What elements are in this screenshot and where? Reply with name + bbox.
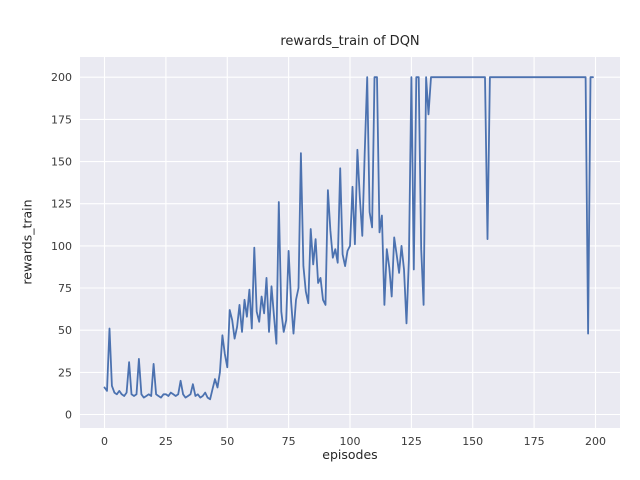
y-tick-label: 100: [51, 240, 72, 253]
x-tick-label: 175: [524, 435, 545, 448]
y-tick-label: 200: [51, 71, 72, 84]
x-tick-label: 150: [462, 435, 483, 448]
y-tick-label: 0: [65, 409, 72, 422]
y-tick-label: 125: [51, 198, 72, 211]
x-tick-label: 75: [282, 435, 296, 448]
y-tick-label: 75: [58, 282, 72, 295]
rewards-series-line: [103, 76, 594, 401]
x-tick-label: 50: [220, 435, 234, 448]
x-axis-label: episodes: [322, 447, 378, 462]
y-axis-label: rewards_train: [19, 199, 35, 285]
chart-title: rewards_train of DQN: [280, 34, 420, 49]
x-tick-label: 100: [340, 435, 361, 448]
y-tick-label: 50: [58, 324, 72, 337]
y-tick-label: 25: [58, 366, 72, 379]
x-tick-label: 125: [401, 435, 422, 448]
x-tick-label: 25: [159, 435, 173, 448]
y-tick-label: 150: [51, 156, 72, 169]
y-tick-label: 175: [51, 113, 72, 126]
x-tick-label: 200: [585, 435, 606, 448]
x-tick-label: 0: [101, 435, 108, 448]
